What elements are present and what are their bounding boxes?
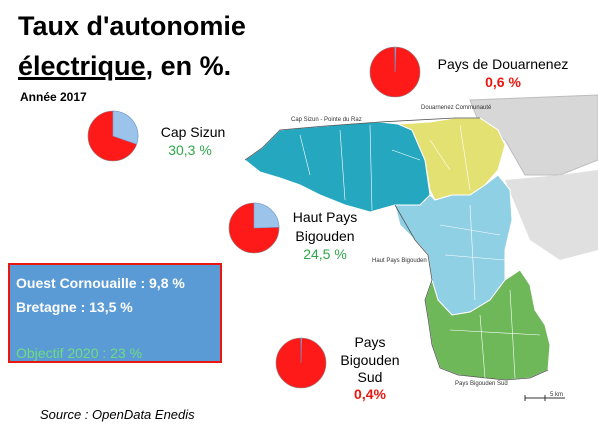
summary-bretagne: Bretagne : 13,5 %	[16, 299, 133, 315]
label-pays-sud-line2: Bigouden	[340, 352, 400, 368]
summary-ouest-cornouaille: Ouest Cornouaille : 9,8 %	[16, 275, 185, 291]
pie-slice-autonomy	[112, 110, 139, 145]
title-line1: Taux d'autonomie	[18, 11, 246, 41]
page-title: Taux d'autonomie électrique, en %.	[18, 6, 246, 86]
pie-cap-sizun	[87, 110, 139, 162]
title-line2: électrique, en %.	[18, 46, 246, 86]
source-note: Source : OpenData Enedis	[40, 407, 195, 422]
label-pays-de-douarnenez: Pays de Douarnenez	[437, 56, 569, 72]
label-pays-sud-line1: Pays	[354, 334, 386, 350]
svg-text:5 km: 5 km	[550, 392, 563, 398]
pie-pays-de-douarnenez	[369, 46, 421, 98]
map-commune-borders	[299, 124, 541, 379]
value-pays-bigouden-sud: 0,4%	[354, 386, 386, 402]
title-rest: , en %.	[145, 51, 232, 81]
pie-slice-autonomy	[300, 337, 302, 364]
value-cap-sizun: 30,3 %	[168, 142, 212, 158]
pie-haut-pays-bigouden	[228, 202, 280, 254]
map-label-cap-sizun: Cap Sizun - Pointe du Raz	[291, 117, 362, 123]
label-haut-pays-line2: Bigouden	[295, 228, 355, 244]
label-haut-pays-line1: Haut Pays	[292, 209, 358, 225]
pie-pays-bigouden-sud	[275, 337, 327, 389]
label-pays-sud-line3: Sud	[357, 369, 383, 385]
map-coastline	[244, 117, 549, 381]
pie-slice-autonomy	[253, 202, 280, 229]
label-cap-sizun: Cap Sizun	[160, 124, 226, 140]
title-underlined-word: électrique	[18, 51, 146, 81]
map-label-haut-pays: Haut Pays Bigouden	[372, 258, 427, 264]
map-scale-bar: 5 km	[524, 392, 565, 401]
map-surrounding-land-east	[505, 170, 598, 260]
summary-objectif: Objectif 2020 : 23 %	[16, 345, 143, 361]
pie-slice-autonomy	[394, 46, 397, 73]
value-haut-pays-bigouden: 24,5 %	[303, 246, 347, 262]
map-label-pays-sud: Pays Bigouden Sud	[455, 381, 508, 387]
map-label-douarnenez: Douarnenez Communauté	[421, 105, 492, 111]
value-pays-de-douarnenez: 0,6 %	[485, 74, 521, 90]
year-label: Année 2017	[20, 90, 87, 104]
map-region-cap-sizun	[244, 121, 431, 213]
summary-box: Ouest Cornouaille : 9,8 % Bretagne : 13,…	[8, 263, 222, 363]
